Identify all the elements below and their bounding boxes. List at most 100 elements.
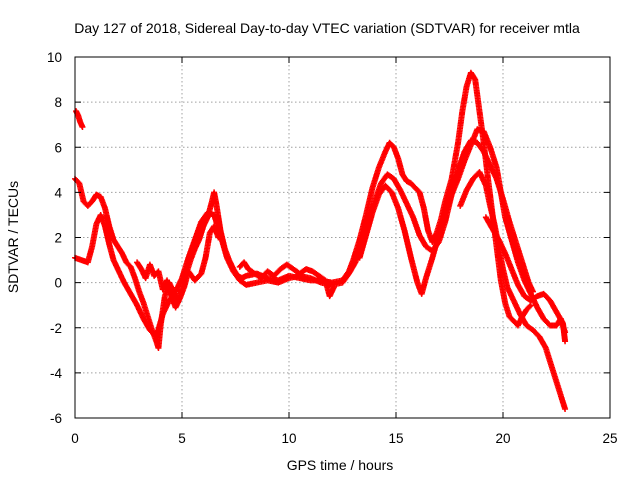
y-tick-label: -2 [50, 321, 62, 336]
data-point-fill [514, 257, 521, 264]
data-point-fill [550, 370, 557, 377]
data-point-fill [503, 282, 510, 289]
series-trace-c [72, 137, 536, 340]
data-point-fill [214, 233, 221, 240]
data-point-fill [414, 187, 421, 194]
data-point-fill [375, 166, 382, 173]
data-point-fill [482, 181, 489, 188]
data-point-fill [486, 142, 493, 149]
data-point-fill [362, 233, 369, 240]
x-tick-label: 15 [388, 431, 403, 446]
data-point-fill [507, 264, 514, 271]
data-point-fill [86, 200, 93, 207]
x-tick-label: 0 [71, 431, 79, 446]
x-tick-label: 25 [602, 431, 617, 446]
data-point-fill [167, 291, 174, 298]
y-tick-label: 6 [54, 140, 62, 155]
data-point-fill [284, 275, 291, 282]
data-point-fill [401, 226, 408, 233]
data-point-fill [369, 186, 376, 193]
data-point-fill [508, 315, 515, 322]
data-point-fill [544, 295, 551, 302]
data-point-fill [78, 122, 85, 129]
y-axis-label: SDTVAR / TECUs [5, 181, 21, 293]
data-point-fill [180, 285, 187, 292]
data-point-fill [448, 193, 455, 200]
data-point-fill [394, 154, 401, 161]
y-tick-label: 0 [54, 276, 62, 291]
data-point-fill [135, 287, 142, 294]
data-point-fill [435, 233, 442, 240]
chart-title: Day 127 of 2018, Sidereal Day-to-day VTE… [74, 20, 580, 36]
x-tick-labels: 0 5 10 15 20 25 [71, 431, 617, 446]
y-tick-label: 4 [54, 185, 62, 200]
series-trace-h [134, 223, 222, 311]
series-trace-a [73, 108, 86, 130]
data-point-fill [305, 274, 312, 281]
y-tick-label: 2 [54, 231, 62, 246]
data-point-fill [101, 221, 108, 228]
data-point-fill [159, 312, 166, 319]
data-point-fill [139, 298, 146, 305]
data-point-fill [544, 320, 551, 327]
data-point-fill [441, 211, 448, 218]
x-axis-label: GPS time / hours [287, 457, 394, 473]
data-point-fill [526, 303, 533, 310]
data-point-fill [144, 311, 151, 318]
series-trace-e [457, 169, 569, 412]
data-point-fill [559, 318, 566, 325]
data-point-fill [542, 343, 549, 350]
data-point-fill [191, 238, 198, 245]
data-point-fill [93, 222, 100, 229]
y-tick-labels: -6 -4 -2 0 2 4 6 8 10 [47, 50, 63, 426]
data-point-fill [559, 397, 566, 404]
data-point-fill [428, 256, 435, 263]
data-point-fill [561, 336, 568, 343]
data-point-fill [196, 272, 203, 279]
data-point-fill [546, 357, 553, 364]
series-trace-g [236, 259, 337, 300]
series-trace-f [482, 214, 569, 345]
data-point-fill [351, 260, 358, 267]
data-point-fill [501, 298, 508, 305]
data-point-fill [223, 253, 230, 260]
axis-ticks [74, 56, 611, 419]
x-tick-label: 5 [178, 431, 186, 446]
data-point-fill [555, 384, 562, 391]
data-point-fill [184, 256, 191, 263]
data-point-fill [467, 143, 474, 150]
grid-lines [75, 57, 610, 418]
data-point-fill [414, 278, 421, 285]
data-point-fill [316, 279, 323, 286]
data-points [72, 69, 569, 412]
data-point-fill [424, 226, 431, 233]
data-point-fill [386, 187, 393, 194]
data-point-fill [125, 261, 132, 268]
x-tick-label: 10 [281, 431, 296, 446]
data-point-fill [520, 275, 527, 282]
data-point-fill [416, 230, 423, 237]
data-point-fill [534, 331, 541, 338]
data-point-fill [131, 273, 138, 280]
data-point-fill [561, 404, 568, 411]
data-point-fill [388, 141, 395, 148]
y-tick-label: -6 [50, 411, 62, 426]
data-point-fill [409, 212, 416, 219]
data-point-fill [394, 203, 401, 210]
data-point-fill [275, 268, 282, 275]
data-point-fill [441, 199, 448, 206]
data-point-fill [410, 182, 417, 189]
data-point-fill [525, 304, 532, 311]
data-point-fill [422, 276, 429, 283]
y-tick-label: 10 [47, 50, 62, 65]
data-point-fill [101, 203, 108, 210]
data-point-fill [501, 248, 508, 255]
y-tick-label: 8 [54, 95, 62, 110]
data-point-fill [460, 159, 467, 166]
data-point-fill [454, 177, 461, 184]
data-point-fill [369, 211, 376, 218]
x-tick-label: 20 [495, 431, 510, 446]
y-tick-label: -4 [50, 366, 62, 381]
data-point-fill [330, 285, 337, 292]
